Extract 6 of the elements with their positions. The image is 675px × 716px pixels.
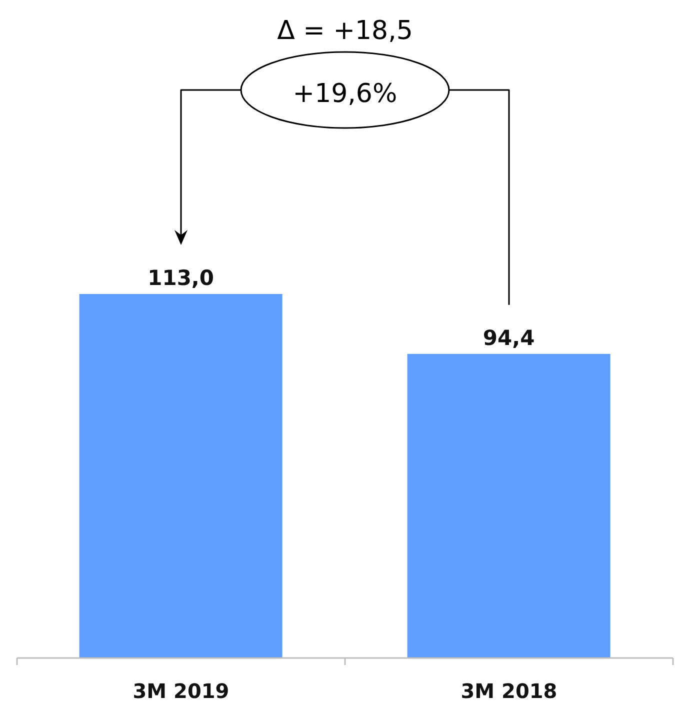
data-label: 94,4 bbox=[482, 326, 535, 350]
x-tick-label: 3M 2019 bbox=[132, 679, 230, 704]
text: +19,6% bbox=[292, 79, 398, 109]
text: Δ = +18,5 bbox=[277, 16, 413, 46]
x-tick-label: 3M 2018 bbox=[460, 679, 558, 704]
data-label: 113,0 bbox=[148, 266, 214, 290]
